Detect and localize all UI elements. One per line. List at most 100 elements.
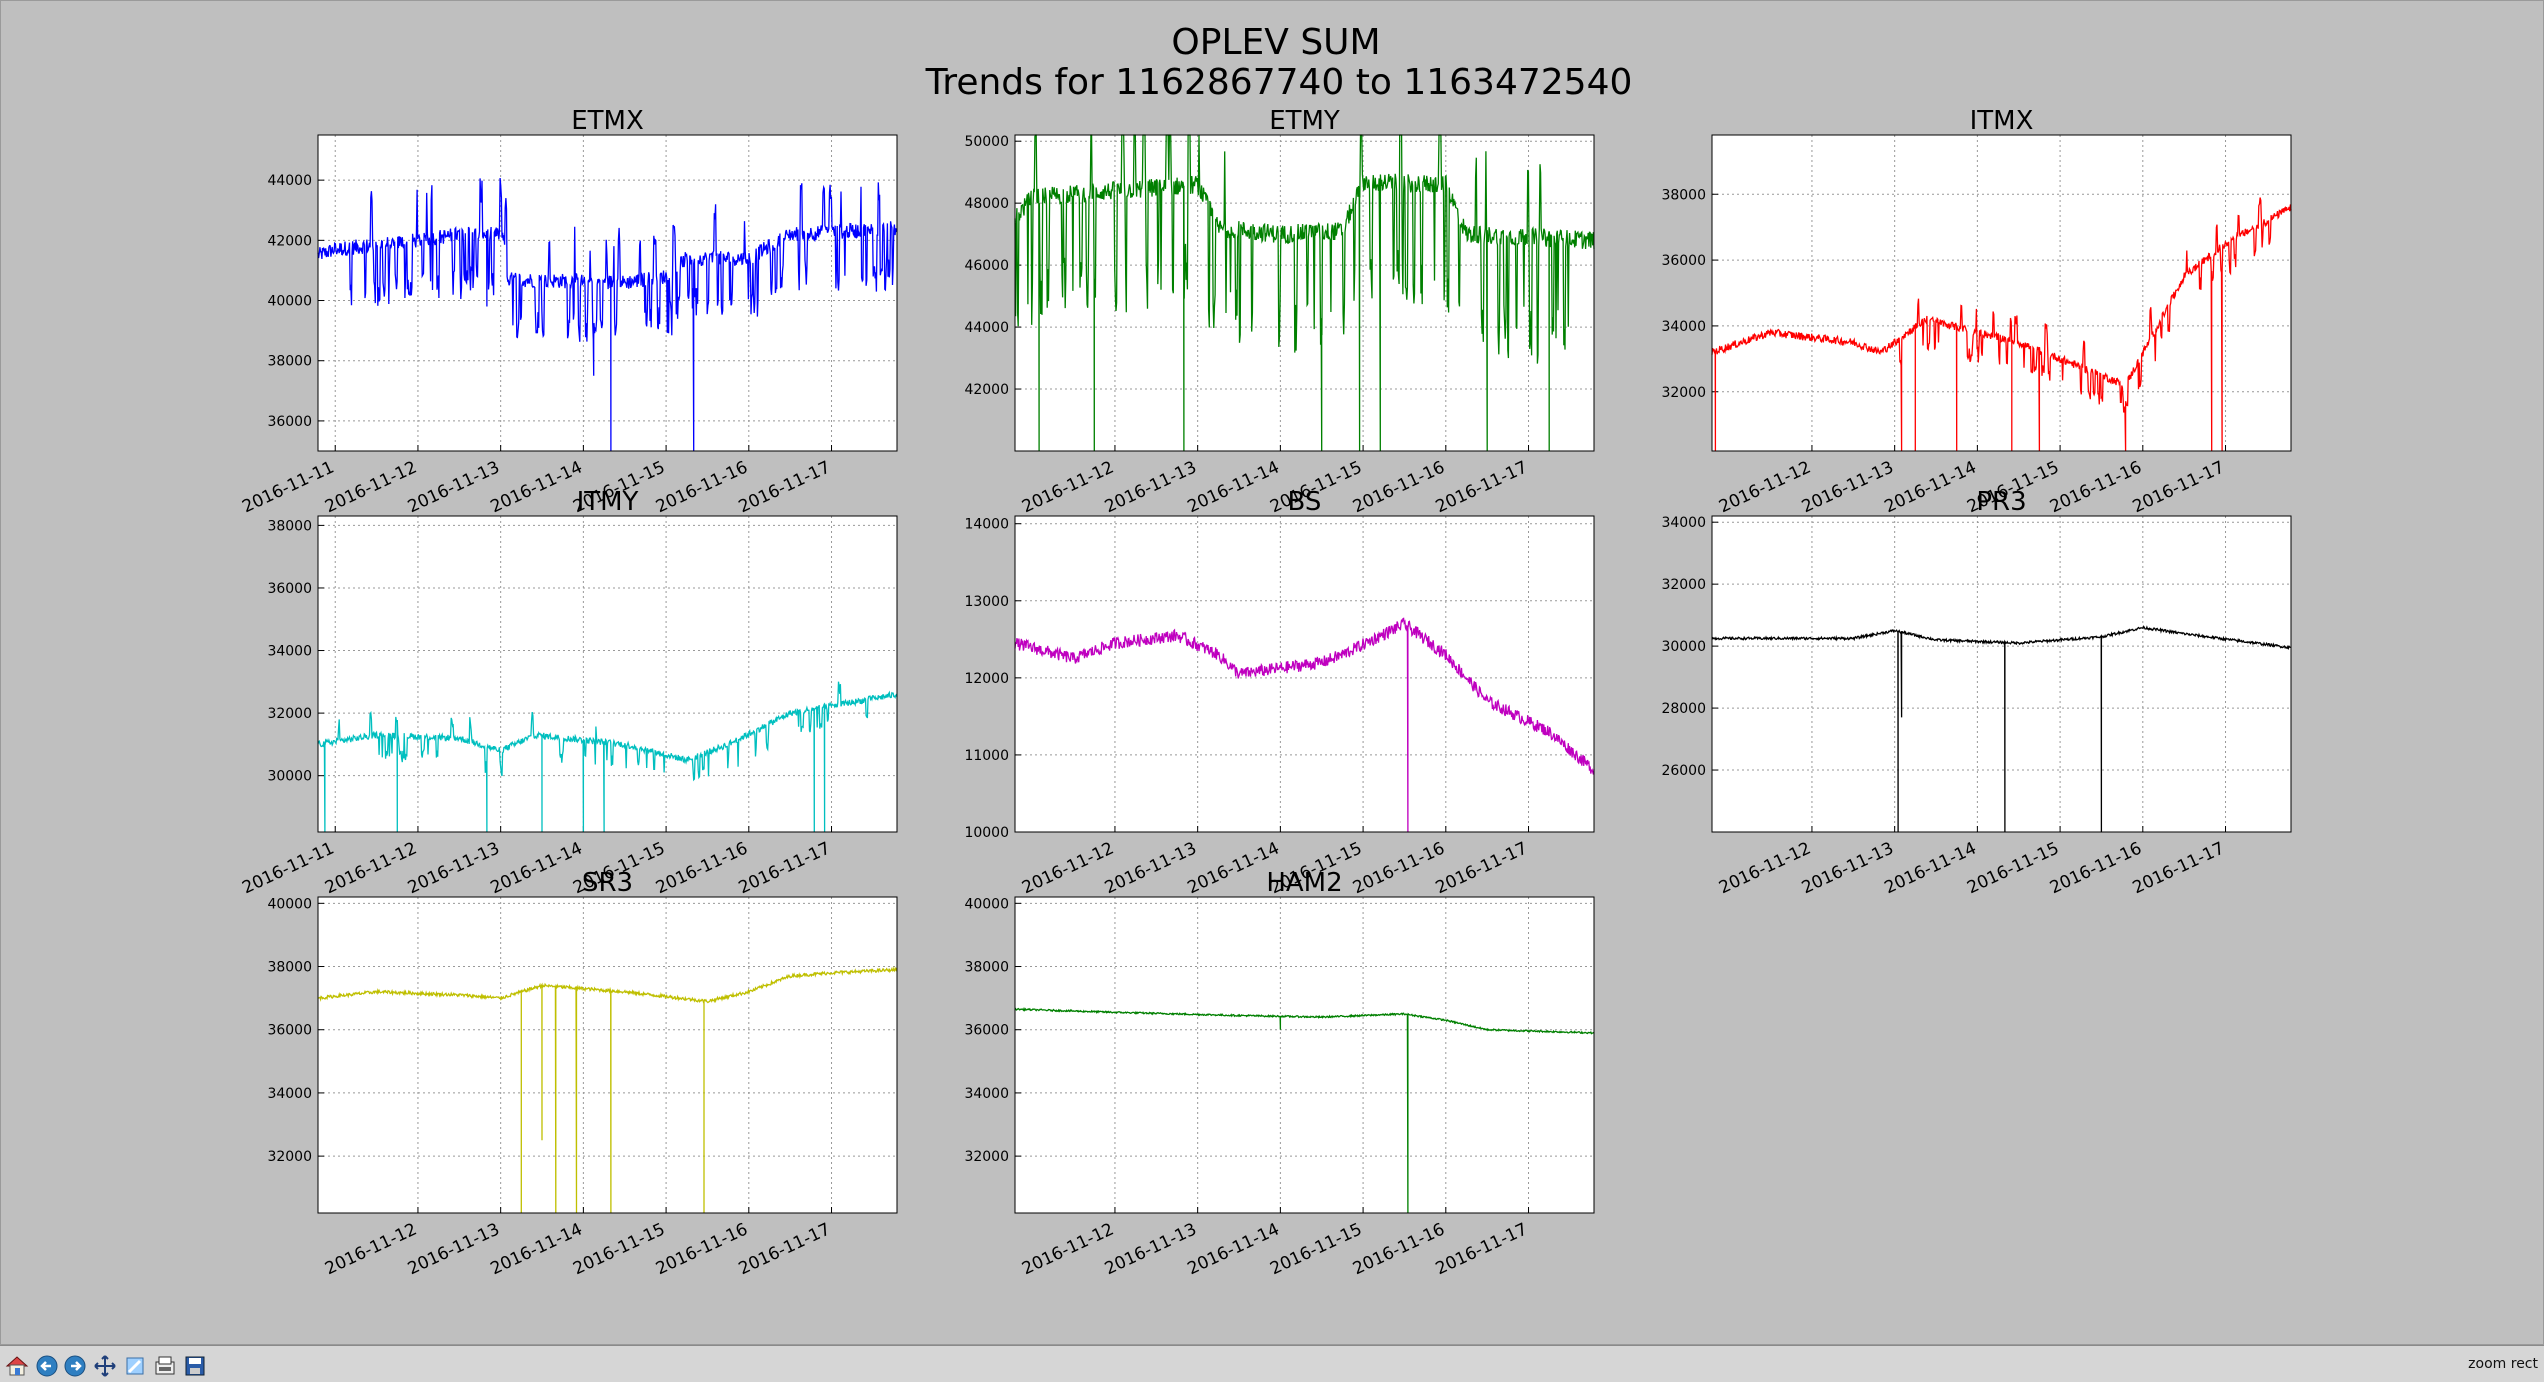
subplot-itmx: 2016-11-122016-11-132016-11-142016-11-15… bbox=[1661, 106, 2292, 517]
x-tick-label: 2016-11-13 bbox=[1102, 1219, 1200, 1279]
subplot-etmx: 2016-11-112016-11-122016-11-132016-11-14… bbox=[239, 106, 898, 517]
y-tick-label: 38000 bbox=[267, 960, 312, 976]
x-tick-label: 2016-11-17 bbox=[736, 838, 834, 898]
y-tick-label: 36000 bbox=[964, 1023, 1009, 1039]
x-tick-label: 2016-11-16 bbox=[653, 457, 751, 517]
subplot-title: HAM2 bbox=[1266, 868, 1342, 898]
y-tick-label: 36000 bbox=[1661, 253, 1706, 269]
y-tick-label: 34000 bbox=[1661, 515, 1706, 531]
x-tick-label: 2016-11-14 bbox=[487, 1219, 585, 1279]
axes-frame bbox=[317, 896, 898, 1214]
x-tick-label: 2016-11-14 bbox=[487, 838, 585, 898]
subplot-etmy: 2016-11-122016-11-132016-11-142016-11-15… bbox=[964, 106, 1595, 517]
x-tick-label: 2016-11-16 bbox=[1350, 1219, 1448, 1279]
y-tick-label: 36000 bbox=[267, 1023, 312, 1039]
home-button[interactable] bbox=[4, 1353, 30, 1379]
x-tick-label: 2016-11-12 bbox=[1716, 457, 1814, 517]
x-tick-label: 2016-11-12 bbox=[1019, 1219, 1117, 1279]
series-line-bs bbox=[1014, 617, 1595, 833]
y-tick-label: 11000 bbox=[964, 748, 1009, 764]
y-tick-label: 12000 bbox=[964, 671, 1009, 687]
save-button[interactable] bbox=[182, 1353, 208, 1379]
series-line-etmx bbox=[317, 177, 898, 452]
subplot-title: ETMX bbox=[571, 106, 644, 136]
y-tick-label: 34000 bbox=[964, 1086, 1009, 1102]
axes-frame bbox=[1711, 515, 2292, 833]
x-tick-label: 2016-11-17 bbox=[2130, 838, 2228, 898]
subplot-title: BS bbox=[1288, 487, 1322, 517]
x-tick-label: 2016-11-12 bbox=[322, 838, 420, 898]
y-tick-label: 42000 bbox=[964, 382, 1009, 398]
series-line-itmy bbox=[317, 681, 898, 833]
y-tick-label: 44000 bbox=[964, 320, 1009, 336]
y-tick-label: 34000 bbox=[1661, 319, 1706, 335]
subplot-title: SR3 bbox=[582, 868, 633, 898]
back-button[interactable] bbox=[34, 1353, 60, 1379]
plot-area bbox=[1015, 516, 1594, 832]
x-tick-label: 2016-11-11 bbox=[239, 457, 337, 517]
y-tick-label: 48000 bbox=[964, 196, 1009, 212]
y-tick-label: 46000 bbox=[964, 258, 1009, 274]
figure-subtitle: Trends for 1162867740 to 1163472540 bbox=[925, 62, 1633, 103]
y-tick-label: 32000 bbox=[1661, 385, 1706, 401]
y-tick-label: 30000 bbox=[267, 769, 312, 785]
x-tick-label: 2016-11-17 bbox=[736, 457, 834, 517]
home-icon bbox=[5, 1356, 29, 1376]
subplot-ham2: 2016-11-122016-11-132016-11-142016-11-15… bbox=[964, 868, 1595, 1279]
plot-area bbox=[318, 897, 897, 1213]
y-tick-label: 42000 bbox=[267, 233, 312, 249]
x-tick-label: 2016-11-15 bbox=[570, 1219, 668, 1279]
x-tick-label: 2016-11-14 bbox=[1184, 457, 1282, 517]
y-tick-label: 13000 bbox=[964, 594, 1009, 610]
navigation-toolbar: zoom rect bbox=[0, 1345, 2544, 1382]
zoom-icon bbox=[126, 1357, 144, 1375]
zoom-button[interactable] bbox=[122, 1353, 148, 1379]
x-tick-label: 2016-11-16 bbox=[653, 838, 751, 898]
plot-area bbox=[1015, 897, 1594, 1213]
x-tick-label: 2016-11-17 bbox=[1433, 838, 1531, 898]
x-tick-label: 2016-11-12 bbox=[1019, 838, 1117, 898]
x-tick-label: 2016-11-12 bbox=[322, 1219, 420, 1279]
x-tick-label: 2016-11-13 bbox=[1102, 838, 1200, 898]
y-tick-label: 40000 bbox=[267, 294, 312, 310]
y-tick-label: 36000 bbox=[267, 581, 312, 597]
y-tick-label: 50000 bbox=[964, 134, 1009, 150]
y-tick-label: 32000 bbox=[267, 706, 312, 722]
forward-button[interactable] bbox=[62, 1353, 88, 1379]
figure-svg: OPLEV SUM Trends for 1162867740 to 11634… bbox=[239, 22, 2292, 1279]
figure-title: OPLEV SUM bbox=[1171, 22, 1380, 63]
series-line-ham2 bbox=[1014, 1006, 1595, 1214]
pan-button[interactable] bbox=[92, 1353, 118, 1379]
move-icon bbox=[94, 1355, 116, 1377]
subplot-title: PR3 bbox=[1976, 487, 2026, 517]
configure-icon bbox=[155, 1356, 175, 1375]
y-tick-label: 38000 bbox=[267, 354, 312, 370]
axes-layer: 2016-11-112016-11-122016-11-132016-11-14… bbox=[239, 106, 2292, 1279]
arrow-right-icon bbox=[64, 1355, 86, 1377]
x-tick-label: 2016-11-16 bbox=[2047, 457, 2145, 517]
axes-frame bbox=[1014, 896, 1595, 1214]
x-tick-label: 2016-11-14 bbox=[487, 457, 585, 517]
axes-frame bbox=[1014, 515, 1595, 833]
x-tick-label: 2016-11-13 bbox=[405, 838, 503, 898]
x-tick-label: 2016-11-12 bbox=[1019, 457, 1117, 517]
arrow-left-icon bbox=[36, 1355, 58, 1377]
y-tick-label: 36000 bbox=[267, 414, 312, 430]
x-tick-label: 2016-11-15 bbox=[1267, 1219, 1365, 1279]
subplots-button[interactable] bbox=[152, 1353, 178, 1379]
x-tick-label: 2016-11-12 bbox=[322, 457, 420, 517]
y-tick-label: 40000 bbox=[267, 896, 312, 912]
subplot-sr3: 2016-11-122016-11-132016-11-142016-11-15… bbox=[267, 868, 898, 1279]
plot-area bbox=[1712, 516, 2291, 832]
y-tick-label: 32000 bbox=[267, 1149, 312, 1165]
y-tick-label: 40000 bbox=[964, 896, 1009, 912]
x-tick-label: 2016-11-13 bbox=[1799, 838, 1897, 898]
subplot-bs: 2016-11-122016-11-132016-11-142016-11-15… bbox=[964, 487, 1595, 898]
y-tick-label: 30000 bbox=[1661, 639, 1706, 655]
x-tick-label: 2016-11-16 bbox=[1350, 838, 1448, 898]
series-line-itmx bbox=[1711, 197, 2292, 452]
y-tick-label: 38000 bbox=[964, 960, 1009, 976]
x-tick-label: 2016-11-16 bbox=[2047, 838, 2145, 898]
x-tick-label: 2016-11-17 bbox=[2130, 457, 2228, 517]
subplot-pr3: 2016-11-122016-11-132016-11-142016-11-15… bbox=[1661, 487, 2292, 898]
